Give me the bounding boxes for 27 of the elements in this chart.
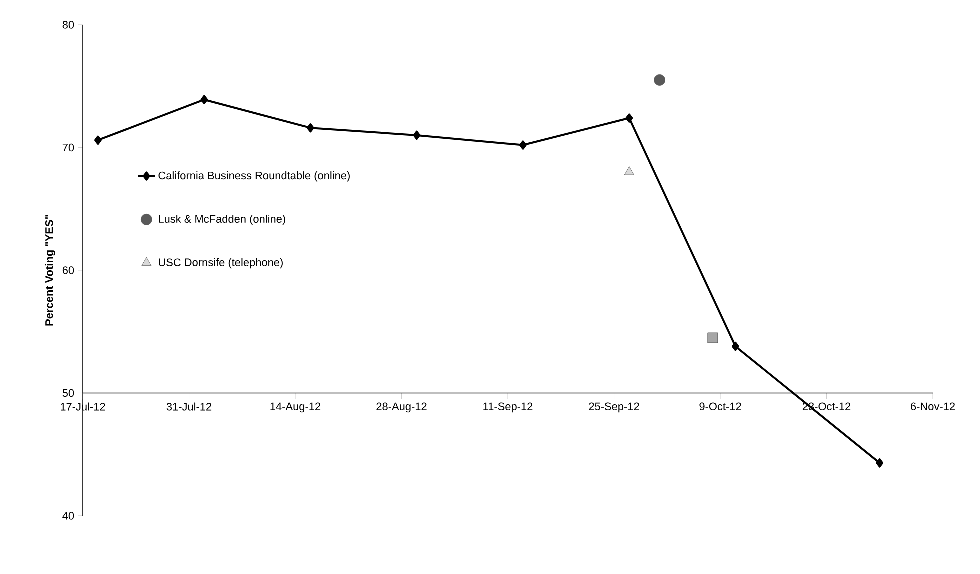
point: [708, 332, 718, 344]
y-tick-label: 60: [62, 266, 74, 274]
y-tick-label: 80: [62, 21, 74, 29]
x-tick-label: 9-Oct-12: [700, 402, 742, 411]
y-tick-label: 70: [62, 144, 74, 152]
x-tick-label: 6-Nov-12: [911, 402, 955, 411]
x-tick-label: 14-Aug-12: [270, 402, 321, 413]
point: [413, 130, 421, 140]
point: [624, 166, 634, 176]
point: [519, 140, 527, 150]
point: [626, 114, 634, 123]
legend-label: USC Dornsife (telephone): [159, 258, 283, 269]
point: [654, 74, 666, 86]
x-tick-label: 11-Sep-12: [484, 402, 533, 413]
point: [306, 123, 314, 133]
y-axis-title: Percent Voting "YES": [45, 215, 56, 326]
y-tick-label: 40: [62, 512, 74, 520]
point: [200, 95, 208, 104]
x-tick-label: 31-Jul-12: [166, 402, 212, 411]
point: [732, 342, 740, 352]
x-tick-label: 28-Aug-12: [376, 402, 427, 413]
point: [876, 458, 884, 468]
legend-label: California Business Roundtable (online): [158, 172, 350, 182]
point: [94, 136, 102, 145]
legend-label: Lusk & McFadden (online): [159, 214, 286, 226]
x-tick-label: 25-Sep-12: [589, 402, 640, 413]
y-tick-label: 50: [62, 389, 74, 398]
